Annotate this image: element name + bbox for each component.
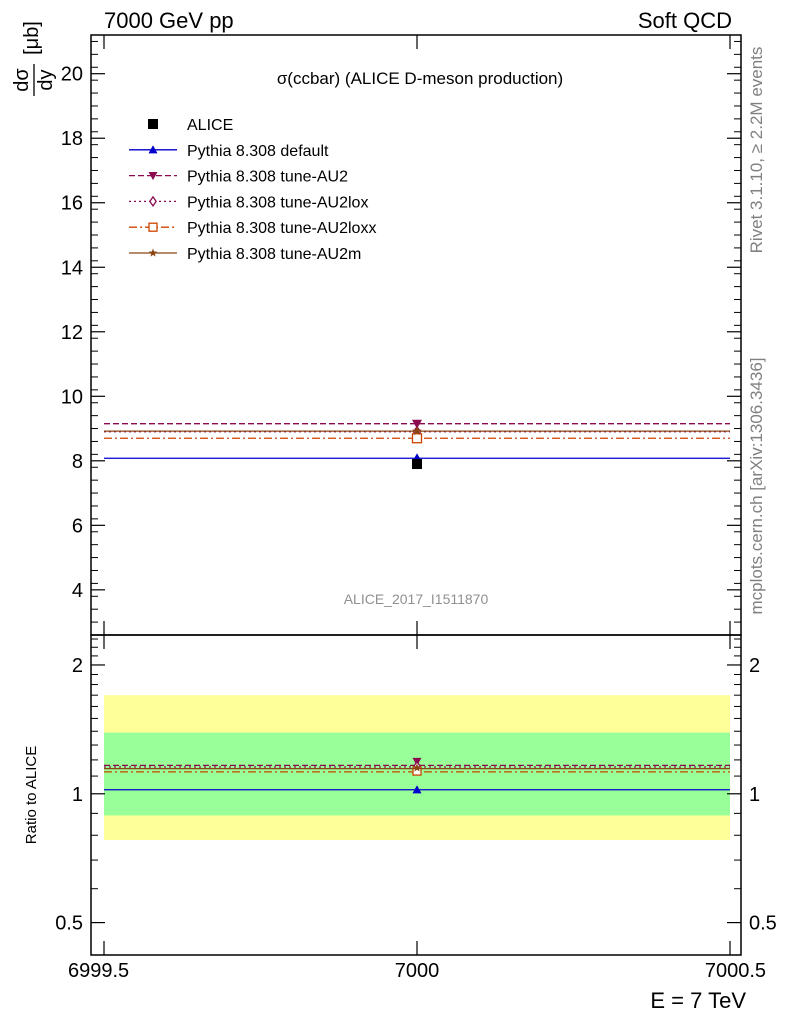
legend-label-4: Pythia 8.308 tune-AU2loxx bbox=[187, 220, 376, 237]
ratio-ytick-label-left: 0.5 bbox=[55, 913, 83, 935]
ratio-series-marker-5 bbox=[412, 763, 422, 772]
header-left: 7000 GeV pp bbox=[104, 8, 234, 33]
xtick-label: 6999.5 bbox=[68, 960, 129, 982]
x-axis-label: E = 7 TeV bbox=[650, 988, 746, 1013]
main-series-marker-2 bbox=[412, 419, 422, 429]
legend-label-5: Pythia 8.308 tune-AU2m bbox=[187, 246, 361, 263]
legend-marker-1 bbox=[148, 145, 158, 154]
main-axis-ticks: 4 6 8 10 12 14 16 18 20 bbox=[61, 35, 741, 635]
ratio-y-axis-label: Ratio to ALICE bbox=[23, 746, 40, 844]
main-ytick-label: 16 bbox=[61, 193, 83, 215]
ratio-series-marker-1 bbox=[412, 785, 422, 794]
main-y-axis-label: dσ dy [μb] bbox=[11, 21, 57, 96]
legend-label-3: Pythia 8.308 tune-AU2lox bbox=[187, 194, 368, 211]
main-panel: 4 6 8 10 12 14 16 18 20 σ(ccbar) (ALICE D-meson … bbox=[11, 21, 742, 636]
ratio-panel: 0.5 0.5 1 1 2 2 6999.5 7000 7000.5 Ratio to ALIC… bbox=[23, 634, 777, 1013]
xtick-label: 7000 bbox=[395, 960, 440, 982]
main-series-marker-5 bbox=[412, 426, 422, 436]
main-marks bbox=[104, 419, 730, 470]
ratio-axis-ticks: 0.5 0.5 1 1 2 2 6999.5 7000 7000.5 bbox=[55, 635, 777, 982]
legend-marker-3 bbox=[149, 195, 157, 208]
main-ytick-label: 20 bbox=[61, 64, 83, 86]
rivet-label: Rivet 3.1.10, ≥ 2.2M events bbox=[747, 47, 766, 254]
legend-marker-2 bbox=[148, 172, 158, 181]
main-series-marker-4 bbox=[411, 433, 423, 444]
legend-label-2: Pythia 8.308 tune-AU2 bbox=[187, 169, 348, 186]
ratio-ytick-label-left: 2 bbox=[72, 655, 83, 677]
main-ytick-label: 4 bbox=[72, 580, 83, 602]
legend-label-1: Pythia 8.308 default bbox=[187, 143, 329, 160]
ratio-ytick-label-right: 1 bbox=[749, 784, 760, 806]
main-ytick-label: 18 bbox=[61, 128, 83, 150]
legend: ALICE Pythia 8.308 default Pythia 8.308 tu… bbox=[129, 117, 376, 263]
legend-label-0: ALICE bbox=[187, 117, 233, 134]
xtick-label: 7000.5 bbox=[705, 960, 766, 982]
ratio-ytick-label-right: 2 bbox=[749, 655, 760, 677]
legend-marker-0 bbox=[148, 119, 158, 129]
main-ytick-label: 14 bbox=[61, 257, 83, 279]
ylabel-denominator: dy bbox=[35, 69, 57, 90]
legend-marker-5 bbox=[148, 248, 158, 257]
ratio-ytick-label-right: 0.5 bbox=[749, 913, 777, 935]
main-ytick-label: 6 bbox=[72, 515, 83, 537]
ratio-frame bbox=[90, 634, 742, 956]
mcplots-label: mcplots.cern.ch [arXiv:1306.3436] bbox=[747, 357, 766, 614]
ylabel-numerator: dσ bbox=[11, 68, 33, 92]
ratio-marks bbox=[104, 757, 730, 794]
main-title: σ(ccbar) (ALICE D-meson production) bbox=[277, 69, 563, 88]
analysis-tag: ALICE_2017_I1511870 bbox=[344, 591, 489, 607]
main-ytick-label: 8 bbox=[72, 451, 83, 473]
data-point-alice bbox=[412, 459, 422, 470]
ylabel-unit: [μb] bbox=[21, 21, 43, 55]
ratio-ytick-label-left: 1 bbox=[72, 784, 83, 806]
main-ytick-label: 10 bbox=[61, 386, 83, 408]
legend-marker-4 bbox=[148, 222, 158, 232]
header-right: Soft QCD bbox=[638, 8, 732, 33]
main-ytick-label: 12 bbox=[61, 322, 83, 344]
